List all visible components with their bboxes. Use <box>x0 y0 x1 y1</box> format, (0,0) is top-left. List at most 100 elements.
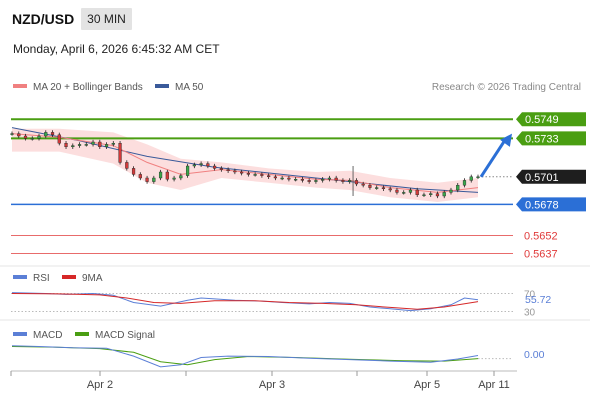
candle-body <box>415 189 419 195</box>
rsi-ma-legend-swatch <box>62 275 76 279</box>
candle-body <box>17 133 21 137</box>
x-tick-label: Apr 2 <box>87 379 113 391</box>
candle-body <box>388 188 392 191</box>
copyright-label: Research © 2026 Trading Central <box>432 82 581 93</box>
candle-body <box>422 194 426 197</box>
rsi-legend-label: RSI <box>33 273 50 284</box>
pivot-tag <box>516 197 586 212</box>
price-panel: 0.5749 0.5733 0.5701 0.5678 0.5652 0.5637 <box>10 112 586 261</box>
last-price-label: 0.5701 <box>525 172 559 184</box>
ma20-legend-label: MA 20 + Bollinger Bands <box>33 82 143 93</box>
candle-body <box>462 180 467 186</box>
last-price-tag <box>516 169 586 184</box>
candle-body <box>341 180 345 182</box>
candle-body <box>321 178 325 181</box>
pivot-label: 0.5678 <box>525 199 559 211</box>
candle-body <box>294 178 298 181</box>
ma50-legend-label: MA 50 <box>175 82 204 93</box>
rsi-line <box>11 292 479 312</box>
pair-title: NZD/USD <box>12 11 74 27</box>
candle-body <box>435 193 440 197</box>
candle-body <box>469 176 473 181</box>
candle-body <box>476 176 480 179</box>
candle-body <box>71 145 75 148</box>
x-tick-label: Apr 5 <box>414 379 440 391</box>
candle-body <box>213 165 217 169</box>
candle-body <box>287 177 291 180</box>
candle-body <box>300 178 305 181</box>
macd-legend-swatch <box>13 332 27 336</box>
macd-panel: 0.00 <box>11 345 545 368</box>
candle-body <box>91 141 95 145</box>
candle-body <box>50 132 55 135</box>
rsi-ma-legend-label: 9MA <box>82 273 103 284</box>
candle-body <box>172 177 176 180</box>
ma20-line <box>11 133 479 193</box>
candle-body <box>77 144 82 146</box>
candle-body <box>240 171 244 174</box>
macd-value-label: 0.00 <box>524 349 545 361</box>
resistance-1-tag <box>516 131 586 146</box>
x-tick-label: Apr 3 <box>259 379 285 391</box>
candle-body <box>185 165 190 176</box>
candle-body <box>348 180 352 182</box>
candle-body <box>23 135 28 139</box>
candle-body <box>199 163 203 166</box>
candle-body <box>381 187 386 190</box>
candle-body <box>267 175 271 178</box>
candle-body <box>10 133 14 135</box>
candle-body <box>402 192 406 194</box>
candle-body <box>429 193 433 196</box>
candle-body <box>125 162 129 169</box>
candle-body <box>375 187 379 189</box>
resistance-2-tag <box>516 112 586 127</box>
candle-body <box>280 177 284 180</box>
candle-body <box>57 134 61 144</box>
candle-body <box>442 192 446 197</box>
candle-body <box>64 142 68 147</box>
candle-body <box>192 164 196 167</box>
candle-body <box>206 163 210 167</box>
candle-body <box>408 189 413 193</box>
macd-signal-legend-label: MACD Signal <box>95 330 155 341</box>
candle-body <box>179 175 183 179</box>
candle-body <box>327 177 332 180</box>
candle-body <box>314 180 318 182</box>
candle-body <box>84 144 88 146</box>
candle-body <box>118 142 122 163</box>
candle-body <box>226 169 230 172</box>
candle-body <box>260 174 264 176</box>
candle-body <box>145 177 149 182</box>
candle-body <box>158 171 163 179</box>
macd-signal-legend-swatch <box>75 332 89 336</box>
macd-legend-label: MACD <box>33 330 62 341</box>
candle-body <box>368 184 372 188</box>
x-axis: Apr 2 Apr 3 Apr 5 Apr 11 <box>10 371 510 391</box>
bollinger-band <box>12 128 478 202</box>
ma50-line <box>11 127 479 193</box>
candle-body <box>307 180 311 182</box>
ma20-legend-swatch <box>13 84 27 88</box>
rsi-value-label: 55.72 <box>525 294 551 306</box>
candle-body <box>219 168 223 170</box>
support-2-label: 0.5637 <box>524 249 558 261</box>
projection-arrow-head <box>500 133 512 147</box>
rsi-legend-swatch <box>13 275 27 279</box>
projection-arrow-line <box>479 137 508 178</box>
candle-body <box>165 171 169 180</box>
resistance-2-label: 0.5749 <box>525 114 559 126</box>
macd-line <box>11 345 479 368</box>
candle-body <box>138 174 142 179</box>
candle-body <box>253 174 257 176</box>
candle-body <box>233 170 237 173</box>
candle-body <box>131 168 136 175</box>
candle-body <box>104 144 109 147</box>
x-tick-label: Apr 11 <box>478 379 510 391</box>
candle-body <box>111 142 115 145</box>
timeframe-badge <box>81 8 132 30</box>
datetime-label: Monday, April 6, 2026 6:45:32 AM CET <box>13 42 220 56</box>
rsi-panel: 70 30 55.72 <box>11 290 551 319</box>
candle-body <box>246 172 250 175</box>
support-1-label: 0.5652 <box>524 231 558 243</box>
